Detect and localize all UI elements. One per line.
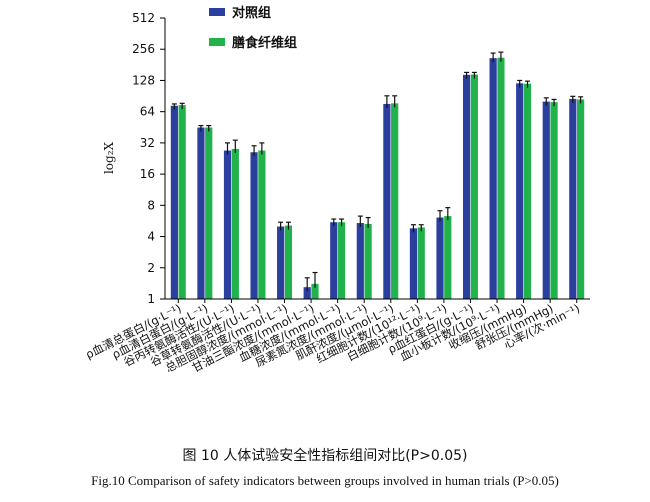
y-tick-label: 16 [140, 167, 155, 181]
y-tick-label: 32 [140, 136, 155, 150]
bar-control [383, 103, 391, 300]
bar-fiber [497, 57, 505, 300]
legend-swatch [209, 8, 225, 16]
bar-chart: 1 2 4 8 16 32 64 128 256 512 log₂X ρ血清总蛋白/(g·L⁻¹)… [83, 5, 590, 375]
caption-chinese: 图 10 人体试验安全性指标组间对比(P>0.05) [182, 448, 468, 464]
y-axis-label: log₂X [102, 142, 116, 175]
bar-fiber [337, 222, 346, 299]
y-tick-label: 4 [147, 230, 155, 244]
bar-fiber [258, 150, 266, 299]
y-tick-label: 8 [147, 198, 155, 212]
bar-control [197, 127, 205, 300]
bar-control [462, 74, 471, 299]
bar-fiber [231, 148, 239, 299]
legend-label: 对照组 [232, 5, 271, 21]
bar-fiber [391, 103, 399, 299]
caption-english: Fig.10 Comparison of safety indicators b… [91, 473, 559, 488]
bar-control [223, 150, 232, 299]
bar-fiber [550, 102, 558, 300]
bar-fiber [523, 83, 532, 299]
y-tick-label: 128 [132, 73, 155, 87]
bar-fiber [417, 227, 425, 299]
bar-control [277, 226, 285, 299]
y-tick-label: 1 [147, 292, 155, 306]
bar-control [542, 101, 550, 299]
y-tick-label: 256 [132, 42, 155, 56]
bar-fiber [311, 283, 319, 299]
bar-control [516, 83, 524, 299]
bar-control [489, 58, 497, 300]
bar-control [170, 105, 178, 299]
bar-control [569, 98, 577, 299]
error-bars [171, 51, 584, 292]
bar-control [250, 152, 258, 299]
legend-label: 膳食纤维组 [232, 35, 297, 51]
bar-control [330, 222, 338, 299]
bar-control [409, 228, 418, 299]
axes [164, 18, 590, 300]
bar-fiber [178, 105, 186, 299]
legend-swatch [209, 38, 225, 46]
bar-fiber [444, 216, 452, 299]
bars [170, 57, 585, 303]
x-tick-labels: ρ血清总蛋白/(g·L⁻¹)ρ血清白蛋白/(g·L⁻¹)谷丙转氨酶活性/(U·L… [83, 301, 582, 375]
y-tick-label: 64 [140, 105, 155, 119]
bar-fiber [364, 223, 372, 299]
bar-fiber [284, 225, 293, 299]
bar-fiber [205, 127, 213, 300]
bar-control [303, 287, 311, 299]
y-axis-ticks: 1 2 4 8 16 32 64 128 256 512 [132, 11, 165, 306]
bar-control [356, 223, 364, 299]
bar-control [436, 217, 444, 299]
y-tick-label: 512 [132, 11, 155, 25]
y-tick-label: 2 [147, 261, 155, 275]
bar-fiber [470, 74, 478, 299]
bar-fiber [577, 99, 585, 299]
